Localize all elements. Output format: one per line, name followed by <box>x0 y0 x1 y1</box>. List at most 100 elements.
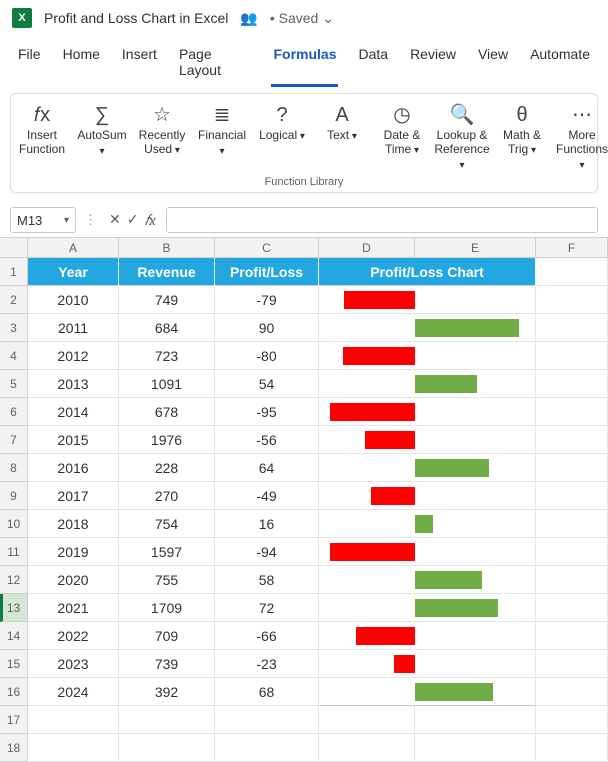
cell-revenue[interactable]: 749 <box>119 286 215 314</box>
ribbon-button-text[interactable]: AText <box>317 102 367 143</box>
row-head-12[interactable]: 12 <box>0 566 28 594</box>
cell-profit-loss[interactable]: -49 <box>215 482 319 510</box>
cell-year[interactable]: 2017 <box>28 482 119 510</box>
cell-profit-loss[interactable]: -80 <box>215 342 319 370</box>
header-year[interactable]: Year <box>28 258 119 286</box>
cell-chart[interactable] <box>319 538 536 566</box>
cell-year[interactable]: 2020 <box>28 566 119 594</box>
cell-profit-loss[interactable]: 90 <box>215 314 319 342</box>
cell-year[interactable]: 2018 <box>28 510 119 538</box>
cell-year[interactable]: 2013 <box>28 370 119 398</box>
ribbon-button-financial[interactable]: ≣Financial <box>197 102 247 158</box>
cell-year[interactable]: 2016 <box>28 454 119 482</box>
cell-year[interactable]: 2011 <box>28 314 119 342</box>
row-head-13[interactable]: 13 <box>0 594 28 622</box>
ribbon-tab-formulas[interactable]: Formulas <box>271 40 338 87</box>
cell-empty[interactable] <box>536 622 608 650</box>
cell-empty[interactable] <box>536 370 608 398</box>
cell-revenue[interactable]: 754 <box>119 510 215 538</box>
ribbon-tab-file[interactable]: File <box>16 40 43 87</box>
ribbon-button-autosum[interactable]: ∑AutoSum <box>77 102 127 158</box>
fx-icon[interactable]: 𝑓x <box>144 211 155 229</box>
cell-revenue[interactable]: 228 <box>119 454 215 482</box>
cell-year[interactable]: 2014 <box>28 398 119 426</box>
cell-chart[interactable] <box>319 510 536 538</box>
cell-empty[interactable] <box>536 398 608 426</box>
cell-empty[interactable] <box>536 538 608 566</box>
cell-chart[interactable] <box>319 482 536 510</box>
cell-empty[interactable] <box>536 454 608 482</box>
cell-profit-loss[interactable]: -66 <box>215 622 319 650</box>
cell-profit-loss[interactable]: 58 <box>215 566 319 594</box>
cancel-icon[interactable]: ✕ <box>109 211 121 229</box>
cell-empty[interactable] <box>415 706 536 734</box>
row-head-18[interactable]: 18 <box>0 734 28 762</box>
select-all-corner[interactable] <box>0 238 28 258</box>
accept-icon[interactable]: ✓ <box>127 211 139 229</box>
cell-year[interactable]: 2010 <box>28 286 119 314</box>
cell-empty[interactable] <box>28 734 119 762</box>
cell-chart[interactable] <box>319 286 536 314</box>
cell-empty[interactable] <box>536 258 608 286</box>
cell-revenue[interactable]: 1709 <box>119 594 215 622</box>
cell-empty[interactable] <box>319 734 415 762</box>
ribbon-tab-view[interactable]: View <box>476 40 510 87</box>
cell-revenue[interactable]: 684 <box>119 314 215 342</box>
cell-chart[interactable] <box>319 650 536 678</box>
col-head-e[interactable]: E <box>415 238 536 258</box>
row-head-15[interactable]: 15 <box>0 650 28 678</box>
cell-year[interactable]: 2023 <box>28 650 119 678</box>
cell-revenue[interactable]: 739 <box>119 650 215 678</box>
col-head-d[interactable]: D <box>319 238 415 258</box>
cell-empty[interactable] <box>28 706 119 734</box>
share-icon[interactable]: 👥 <box>240 10 257 27</box>
cell-profit-loss[interactable]: 68 <box>215 678 319 706</box>
header-revenue[interactable]: Revenue <box>119 258 215 286</box>
cell-revenue[interactable]: 1597 <box>119 538 215 566</box>
row-head-1[interactable]: 1 <box>0 258 28 286</box>
cell-profit-loss[interactable]: -79 <box>215 286 319 314</box>
cell-chart[interactable] <box>319 594 536 622</box>
row-head-3[interactable]: 3 <box>0 314 28 342</box>
cell-profit-loss[interactable]: 16 <box>215 510 319 538</box>
ribbon-button-date-time[interactable]: ◷Date &Time <box>377 102 427 157</box>
cell-empty[interactable] <box>536 678 608 706</box>
header-profit-loss[interactable]: Profit/Loss <box>215 258 319 286</box>
cell-empty[interactable] <box>119 734 215 762</box>
cell-profit-loss[interactable]: 72 <box>215 594 319 622</box>
cell-empty[interactable] <box>536 314 608 342</box>
cell-revenue[interactable]: 755 <box>119 566 215 594</box>
cell-profit-loss[interactable]: -95 <box>215 398 319 426</box>
ribbon-tab-data[interactable]: Data <box>356 40 390 87</box>
cell-revenue[interactable]: 709 <box>119 622 215 650</box>
cell-year[interactable]: 2021 <box>28 594 119 622</box>
row-head-11[interactable]: 11 <box>0 538 28 566</box>
name-box[interactable]: M13 ▾ <box>10 207 76 233</box>
ribbon-button-more-functions[interactable]: ⋯MoreFunctions <box>557 102 607 172</box>
cell-year[interactable]: 2019 <box>28 538 119 566</box>
cell-empty[interactable] <box>536 566 608 594</box>
cell-empty[interactable] <box>536 734 608 762</box>
cell-empty[interactable] <box>536 426 608 454</box>
ribbon-tab-automate[interactable]: Automate <box>528 40 592 87</box>
ribbon-button-math-trig[interactable]: θMath &Trig <box>497 102 547 157</box>
cell-profit-loss[interactable]: 64 <box>215 454 319 482</box>
cell-empty[interactable] <box>319 706 415 734</box>
cell-revenue[interactable]: 1976 <box>119 426 215 454</box>
cell-profit-loss[interactable]: -23 <box>215 650 319 678</box>
cell-empty[interactable] <box>536 482 608 510</box>
ribbon-button-recently-used[interactable]: ☆RecentlyUsed <box>137 102 187 157</box>
cell-empty[interactable] <box>119 706 215 734</box>
row-head-2[interactable]: 2 <box>0 286 28 314</box>
col-head-a[interactable]: A <box>28 238 119 258</box>
cell-empty[interactable] <box>536 650 608 678</box>
ribbon-tab-review[interactable]: Review <box>408 40 458 87</box>
cell-chart[interactable] <box>319 398 536 426</box>
row-head-16[interactable]: 16 <box>0 678 28 706</box>
save-status[interactable]: • Saved ⌄ <box>270 10 334 27</box>
cell-chart[interactable] <box>319 370 536 398</box>
col-head-f[interactable]: F <box>536 238 608 258</box>
row-head-9[interactable]: 9 <box>0 482 28 510</box>
cell-profit-loss[interactable]: -94 <box>215 538 319 566</box>
cell-empty[interactable] <box>215 734 319 762</box>
